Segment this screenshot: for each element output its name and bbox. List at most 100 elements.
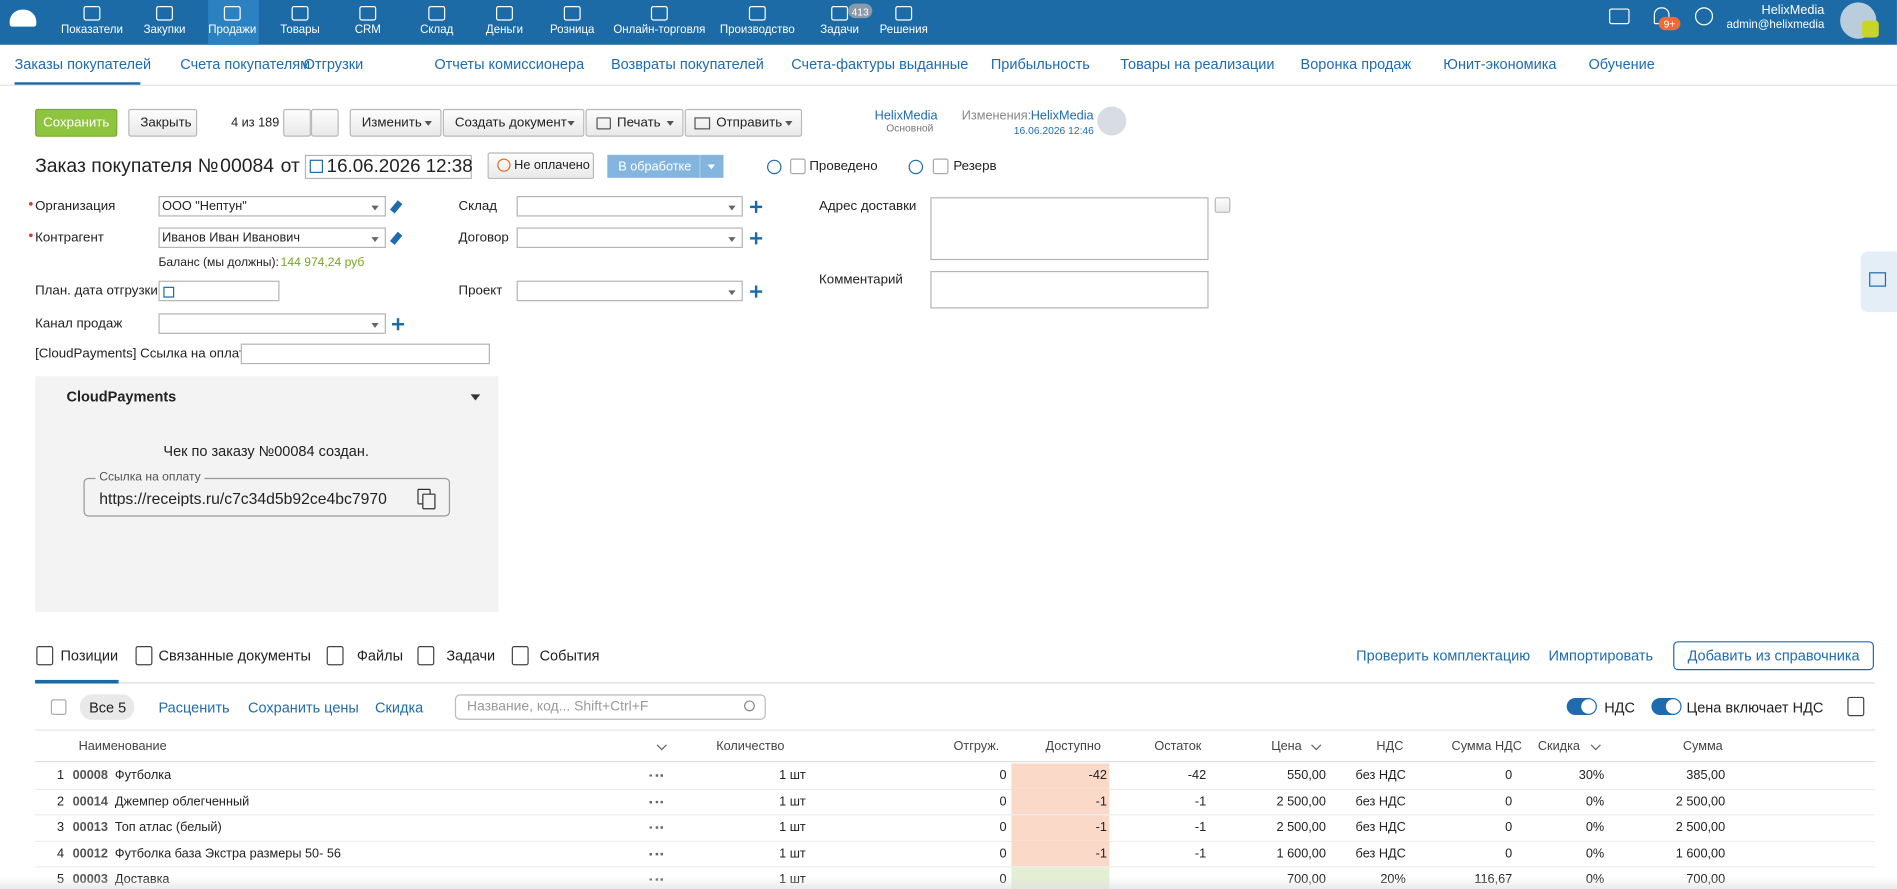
cell: 2: [57, 793, 65, 809]
cell: 0: [1505, 845, 1513, 861]
next-button[interactable]: [310, 108, 339, 137]
nav-item[interactable]: Решения: [879, 23, 928, 37]
tab[interactable]: События: [539, 647, 600, 665]
save-button[interactable]: [35, 108, 118, 137]
tab[interactable]: Связанные документы: [158, 647, 312, 665]
caret: [728, 237, 736, 242]
payment-button[interactable]: [487, 152, 595, 180]
nav-item[interactable]: CRM: [354, 23, 381, 37]
cell: 3: [57, 819, 65, 835]
side-icon: [1869, 272, 1887, 287]
action-link[interactable]: Импортировать: [1548, 647, 1654, 665]
avatar-flag: [1861, 20, 1879, 38]
sub-nav-item[interactable]: Отчеты комиссионера: [434, 55, 585, 73]
tab[interactable]: Задачи: [446, 647, 496, 665]
sub-nav-item[interactable]: Счета-фактуры выданные: [791, 55, 969, 73]
tab-icon: [511, 646, 529, 666]
nav-item[interactable]: Розница: [550, 23, 595, 37]
available-cell-short: [1011, 762, 1110, 789]
caret: [424, 120, 432, 126]
sub-nav-item[interactable]: Счета покупателям: [180, 55, 311, 73]
calendar-icon: [163, 286, 175, 298]
row-border: [35, 788, 1876, 790]
checkbox[interactable]: [789, 158, 806, 175]
header-chevron: [1590, 740, 1601, 751]
row-menu[interactable]: [649, 774, 663, 778]
nav-item[interactable]: Онлайн-торговля: [613, 23, 706, 37]
calendar-icon: [309, 159, 324, 174]
nav-item[interactable]: Товары: [280, 23, 320, 37]
action-link[interactable]: Сохранить цены: [248, 698, 359, 716]
select[interactable]: [240, 343, 490, 365]
select[interactable]: [516, 195, 743, 217]
toolbar-button[interactable]: [128, 108, 198, 137]
checkbox[interactable]: [932, 158, 949, 175]
add-button[interactable]: [1673, 641, 1874, 671]
print-icon: [596, 117, 611, 130]
chat-icon: [1609, 8, 1630, 25]
column-header: Сумма НДС: [1451, 738, 1522, 754]
cell: 1 шт: [779, 845, 806, 861]
sub-nav-item[interactable]: Юнит-экономика: [1443, 55, 1557, 73]
tab[interactable]: Файлы: [356, 647, 404, 665]
column-header: НДС: [1376, 738, 1404, 754]
sub-nav-item[interactable]: Возвраты покупателей: [610, 55, 764, 73]
toolbar-button[interactable]: [442, 108, 585, 137]
prev-button[interactable]: [283, 108, 311, 137]
tab[interactable]: Позиции: [60, 647, 119, 665]
row-menu[interactable]: [649, 826, 663, 830]
row-border: [35, 840, 1876, 842]
sub-nav-item[interactable]: Прибыльность: [990, 55, 1090, 73]
cell: -42: [1187, 767, 1207, 783]
cell: 2 500,00: [1675, 819, 1726, 835]
select[interactable]: [158, 227, 386, 249]
nav-item[interactable]: Продажи: [208, 23, 257, 37]
cell: 1 600,00: [1276, 845, 1326, 861]
sub-nav-item[interactable]: Воронка продаж: [1300, 55, 1412, 73]
select-all[interactable]: [50, 699, 67, 715]
sub-nav-item[interactable]: Отгрузки: [303, 55, 364, 73]
nav-item[interactable]: Задачи: [820, 23, 859, 37]
select[interactable]: [158, 313, 386, 334]
sub-nav-item[interactable]: Товары на реализации: [1120, 55, 1275, 73]
cell: 2 500,00: [1675, 793, 1726, 809]
comment-input[interactable]: [930, 270, 1209, 309]
add-button-label: Добавить из справочника: [1687, 647, 1860, 665]
table-settings[interactable]: [1847, 696, 1865, 717]
row-menu[interactable]: [649, 800, 663, 804]
tasks-badge: 413: [851, 5, 869, 18]
action-link[interactable]: Скидка: [375, 698, 424, 716]
search-input[interactable]: [454, 694, 766, 720]
select[interactable]: [158, 195, 386, 217]
select[interactable]: [516, 227, 743, 249]
action-link[interactable]: Проверить комплектацию: [1356, 647, 1531, 665]
row-menu[interactable]: [649, 852, 663, 856]
panel-caret: [470, 394, 481, 401]
address-input[interactable]: [930, 197, 1209, 261]
action-link[interactable]: Расценить: [158, 698, 230, 716]
nav-icon: [831, 6, 849, 21]
nav-item[interactable]: Деньги: [485, 23, 524, 37]
select[interactable]: [516, 280, 743, 302]
tabs-border: [35, 682, 1876, 684]
label: Контрагент: [35, 230, 104, 245]
select[interactable]: [158, 280, 280, 302]
cell: -1: [1194, 793, 1207, 809]
nav-icon: [156, 6, 174, 21]
item-code: 00012: [72, 845, 108, 861]
sub-nav-item[interactable]: Обучение: [1588, 55, 1655, 73]
required-mark: [29, 202, 33, 206]
nav-item[interactable]: Склад: [420, 23, 454, 37]
sub-nav-item[interactable]: Заказы покупателей: [14, 55, 152, 73]
status-button[interactable]: [607, 154, 724, 178]
link-field: [83, 477, 451, 517]
nav-item[interactable]: Показатели: [61, 23, 123, 37]
cell: -1: [1095, 793, 1107, 809]
top-bar: [0, 0, 1897, 45]
nav-item[interactable]: Закупки: [143, 23, 186, 37]
nav-item[interactable]: Производство: [719, 23, 795, 37]
column-header: Сумма: [1682, 738, 1723, 754]
address-dropdown[interactable]: [1214, 197, 1231, 213]
toolbar-button[interactable]: [684, 108, 803, 137]
caret: [728, 205, 736, 211]
